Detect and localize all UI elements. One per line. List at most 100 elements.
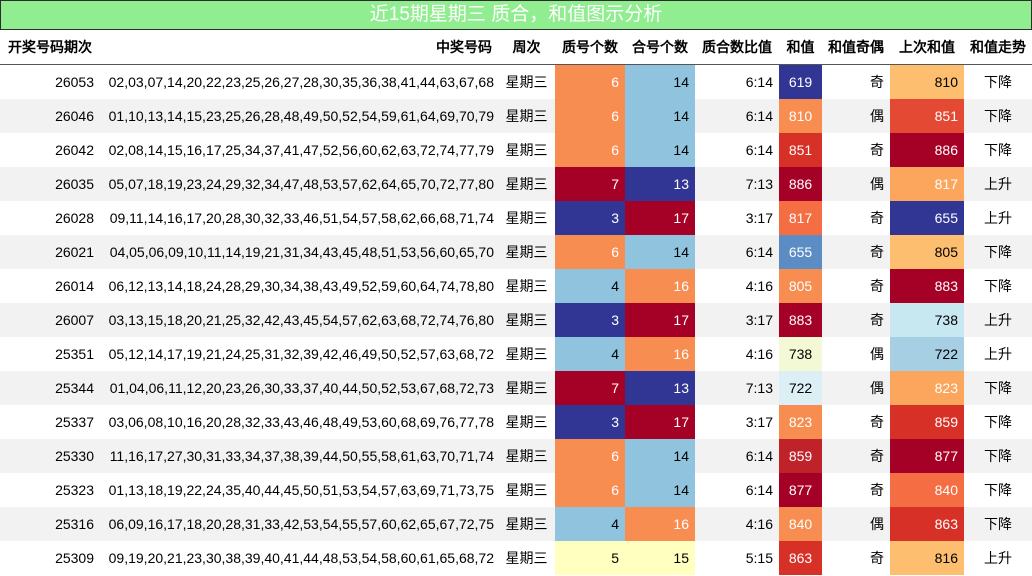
cell-zhouci: 星期三 xyxy=(498,269,555,303)
cell-ratio: 6:14 xyxy=(695,473,779,507)
cell-qihao: 25330 xyxy=(0,439,100,473)
cell-he-count: 14 xyxy=(625,99,695,133)
cell-zhi-count: 6 xyxy=(555,439,625,473)
cell-hezhi: 805 xyxy=(779,269,822,303)
cell-zhouci: 星期三 xyxy=(498,439,555,473)
cell-jiou: 奇 xyxy=(822,235,890,269)
cell-he-count: 15 xyxy=(625,541,695,575)
cell-haoma: 01,04,06,11,12,20,23,26,30,33,37,40,44,5… xyxy=(100,371,498,405)
cell-jiou: 奇 xyxy=(822,405,890,439)
table-row: 26042 02,08,14,15,16,17,25,34,37,41,47,52… xyxy=(0,133,1032,167)
cell-hezhi: 863 xyxy=(779,541,822,575)
cell-zoushi: 上升 xyxy=(964,167,1032,201)
cell-zhi-count: 3 xyxy=(555,201,625,235)
cell-zoushi: 下降 xyxy=(964,133,1032,167)
cell-shangci: 886 xyxy=(890,133,964,167)
cell-he-count: 14 xyxy=(625,439,695,473)
cell-shangci: 816 xyxy=(890,541,964,575)
header-zhi-count[interactable]: 质号个数 xyxy=(555,30,625,65)
cell-ratio: 3:17 xyxy=(695,405,779,439)
cell-qihao: 26046 xyxy=(0,99,100,133)
cell-haoma: 03,13,15,18,20,21,25,32,42,43,45,54,57,6… xyxy=(100,303,498,337)
cell-jiou: 奇 xyxy=(822,303,890,337)
cell-hezhi: 886 xyxy=(779,167,822,201)
cell-zoushi: 下降 xyxy=(964,269,1032,303)
cell-zhouci: 星期三 xyxy=(498,303,555,337)
cell-zhouci: 星期三 xyxy=(498,167,555,201)
cell-qihao: 25323 xyxy=(0,473,100,507)
header-jiou[interactable]: 和值奇偶 xyxy=(822,30,890,65)
cell-zhi-count: 5 xyxy=(555,541,625,575)
cell-he-count: 16 xyxy=(625,337,695,371)
cell-shangci: 722 xyxy=(890,337,964,371)
cell-hezhi: 810 xyxy=(779,99,822,133)
cell-haoma: 02,08,14,15,16,17,25,34,37,41,47,52,56,6… xyxy=(100,133,498,167)
cell-shangci: 877 xyxy=(890,439,964,473)
cell-haoma: 01,10,13,14,15,23,25,26,28,48,49,50,52,5… xyxy=(100,99,498,133)
cell-haoma: 04,05,06,09,10,11,14,19,21,31,34,43,45,4… xyxy=(100,235,498,269)
cell-haoma: 05,12,14,17,19,21,24,25,31,32,39,42,46,4… xyxy=(100,337,498,371)
header-shangci[interactable]: 上次和值 xyxy=(890,30,964,65)
cell-zhi-count: 3 xyxy=(555,303,625,337)
cell-zhi-count: 6 xyxy=(555,133,625,167)
cell-he-count: 16 xyxy=(625,507,695,541)
cell-zoushi: 下降 xyxy=(964,371,1032,405)
cell-haoma: 05,07,18,19,23,24,29,32,34,47,48,53,57,6… xyxy=(100,167,498,201)
cell-qihao: 25309 xyxy=(0,541,100,575)
header-hezhi[interactable]: 和值 xyxy=(779,30,822,65)
cell-zoushi: 下降 xyxy=(964,235,1032,269)
cell-ratio: 6:14 xyxy=(695,439,779,473)
cell-zhouci: 星期三 xyxy=(498,64,555,99)
cell-ratio: 6:14 xyxy=(695,235,779,269)
cell-he-count: 17 xyxy=(625,201,695,235)
header-zhouci[interactable]: 周次 xyxy=(498,30,555,65)
cell-shangci: 840 xyxy=(890,473,964,507)
cell-he-count: 14 xyxy=(625,133,695,167)
cell-hezhi: 823 xyxy=(779,405,822,439)
cell-shangci: 655 xyxy=(890,201,964,235)
cell-shangci: 883 xyxy=(890,269,964,303)
cell-hezhi: 619 xyxy=(779,64,822,99)
table-row: 25309 09,19,20,21,23,30,38,39,40,41,44,48… xyxy=(0,541,1032,575)
cell-zoushi: 上升 xyxy=(964,541,1032,575)
cell-jiou: 奇 xyxy=(822,541,890,575)
cell-ratio: 6:14 xyxy=(695,64,779,99)
cell-zoushi: 下降 xyxy=(964,507,1032,541)
cell-qihao: 26014 xyxy=(0,269,100,303)
cell-zhi-count: 7 xyxy=(555,371,625,405)
cell-qihao: 26053 xyxy=(0,64,100,99)
cell-qihao: 26028 xyxy=(0,201,100,235)
cell-zoushi: 下降 xyxy=(964,439,1032,473)
cell-zhi-count: 6 xyxy=(555,473,625,507)
header-he-count[interactable]: 合号个数 xyxy=(625,30,695,65)
header-haoma[interactable]: 中奖号码 xyxy=(100,30,498,65)
cell-he-count: 13 xyxy=(625,371,695,405)
header-zoushi[interactable]: 和值走势 xyxy=(964,30,1032,65)
table-row: 26028 09,11,14,16,17,20,28,30,32,33,46,51… xyxy=(0,201,1032,235)
cell-haoma: 06,09,16,17,18,20,28,31,33,42,53,54,55,5… xyxy=(100,507,498,541)
cell-shangci: 817 xyxy=(890,167,964,201)
cell-zoushi: 上升 xyxy=(964,303,1032,337)
cell-haoma: 09,19,20,21,23,30,38,39,40,41,44,48,53,5… xyxy=(100,541,498,575)
cell-hezhi: 851 xyxy=(779,133,822,167)
cell-hezhi: 738 xyxy=(779,337,822,371)
cell-jiou: 奇 xyxy=(822,64,890,99)
header-qihao[interactable]: 开奖号码期次 xyxy=(0,30,100,65)
cell-zhouci: 星期三 xyxy=(498,133,555,167)
cell-hezhi: 817 xyxy=(779,201,822,235)
cell-jiou: 奇 xyxy=(822,201,890,235)
cell-zhi-count: 4 xyxy=(555,269,625,303)
cell-he-count: 14 xyxy=(625,235,695,269)
cell-zoushi: 下降 xyxy=(964,473,1032,507)
cell-haoma: 06,12,13,14,18,24,28,29,30,34,38,43,49,5… xyxy=(100,269,498,303)
cell-zhouci: 星期三 xyxy=(498,405,555,439)
cell-ratio: 6:14 xyxy=(695,99,779,133)
table-row: 25337 03,06,08,10,16,20,28,32,33,43,46,48… xyxy=(0,405,1032,439)
cell-zhouci: 星期三 xyxy=(498,337,555,371)
table-row: 26007 03,13,15,18,20,21,25,32,42,43,45,54… xyxy=(0,303,1032,337)
cell-shangci: 810 xyxy=(890,64,964,99)
cell-jiou: 偶 xyxy=(822,371,890,405)
cell-qihao: 26021 xyxy=(0,235,100,269)
cell-zhouci: 星期三 xyxy=(498,201,555,235)
header-ratio[interactable]: 质合数比值 xyxy=(695,30,779,65)
